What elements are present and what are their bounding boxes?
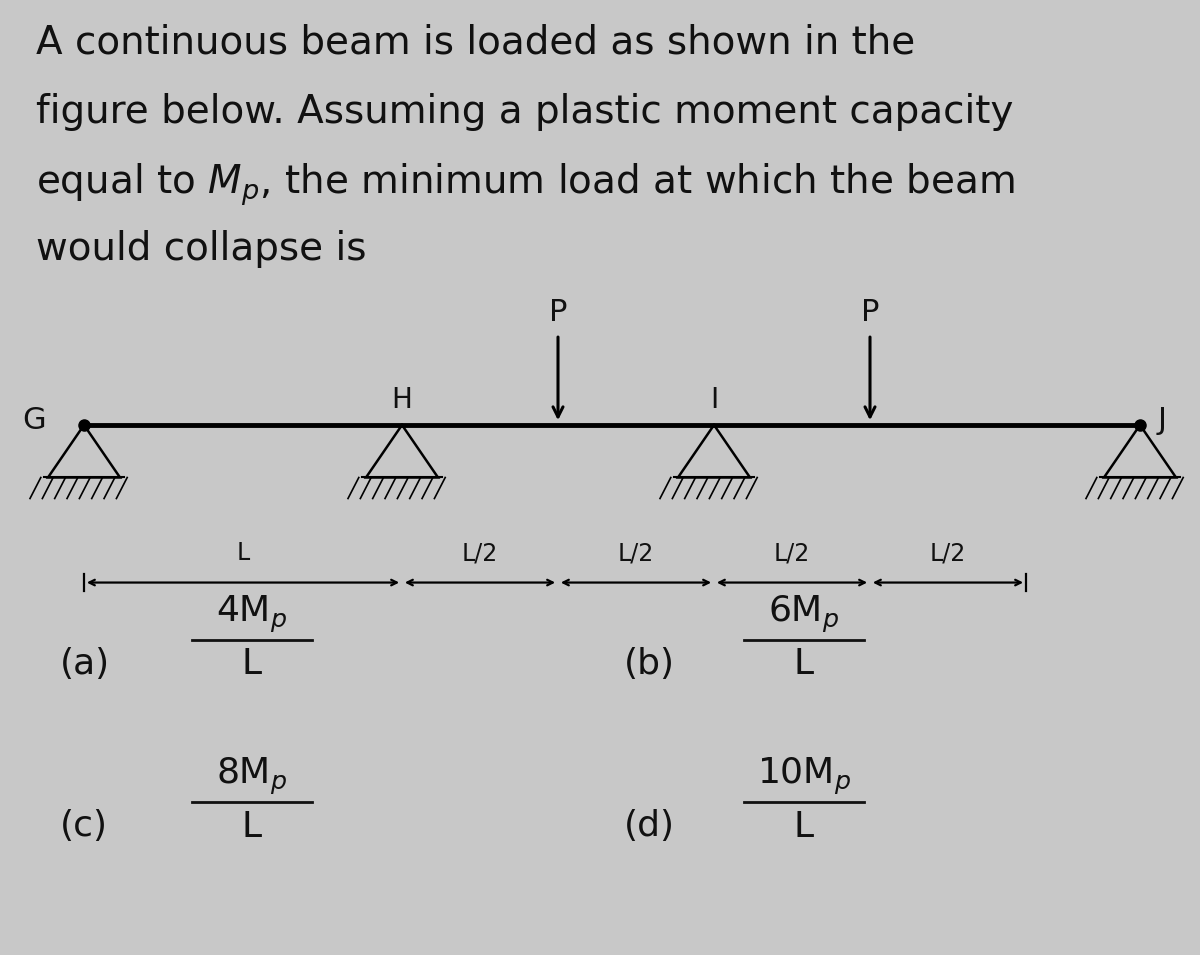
Text: H: H bbox=[391, 386, 413, 414]
Text: L/2: L/2 bbox=[774, 541, 810, 565]
Text: L: L bbox=[242, 647, 262, 682]
Text: L: L bbox=[236, 541, 250, 565]
Text: G: G bbox=[22, 406, 46, 435]
Text: L: L bbox=[794, 647, 814, 682]
Text: (d): (d) bbox=[624, 809, 674, 843]
Text: P: P bbox=[548, 298, 568, 327]
Text: (b): (b) bbox=[624, 647, 674, 681]
Text: L/2: L/2 bbox=[618, 541, 654, 565]
Text: L: L bbox=[794, 810, 814, 844]
Text: (c): (c) bbox=[60, 809, 108, 843]
Text: L/2: L/2 bbox=[462, 541, 498, 565]
Text: 4M$_p$: 4M$_p$ bbox=[216, 594, 288, 635]
Text: (a): (a) bbox=[60, 647, 110, 681]
Text: would collapse is: would collapse is bbox=[36, 230, 366, 268]
Text: J: J bbox=[1158, 406, 1166, 435]
Text: figure below. Assuming a plastic moment capacity: figure below. Assuming a plastic moment … bbox=[36, 93, 1013, 131]
Text: 10M$_p$: 10M$_p$ bbox=[757, 756, 851, 797]
Text: I: I bbox=[710, 386, 718, 414]
Text: L/2: L/2 bbox=[930, 541, 966, 565]
Text: 6M$_p$: 6M$_p$ bbox=[768, 594, 840, 635]
Text: P: P bbox=[860, 298, 880, 327]
Text: equal to $M_p$, the minimum load at which the beam: equal to $M_p$, the minimum load at whic… bbox=[36, 161, 1015, 208]
Text: 8M$_p$: 8M$_p$ bbox=[216, 756, 288, 797]
Text: A continuous beam is loaded as shown in the: A continuous beam is loaded as shown in … bbox=[36, 24, 916, 62]
Text: L: L bbox=[242, 810, 262, 844]
